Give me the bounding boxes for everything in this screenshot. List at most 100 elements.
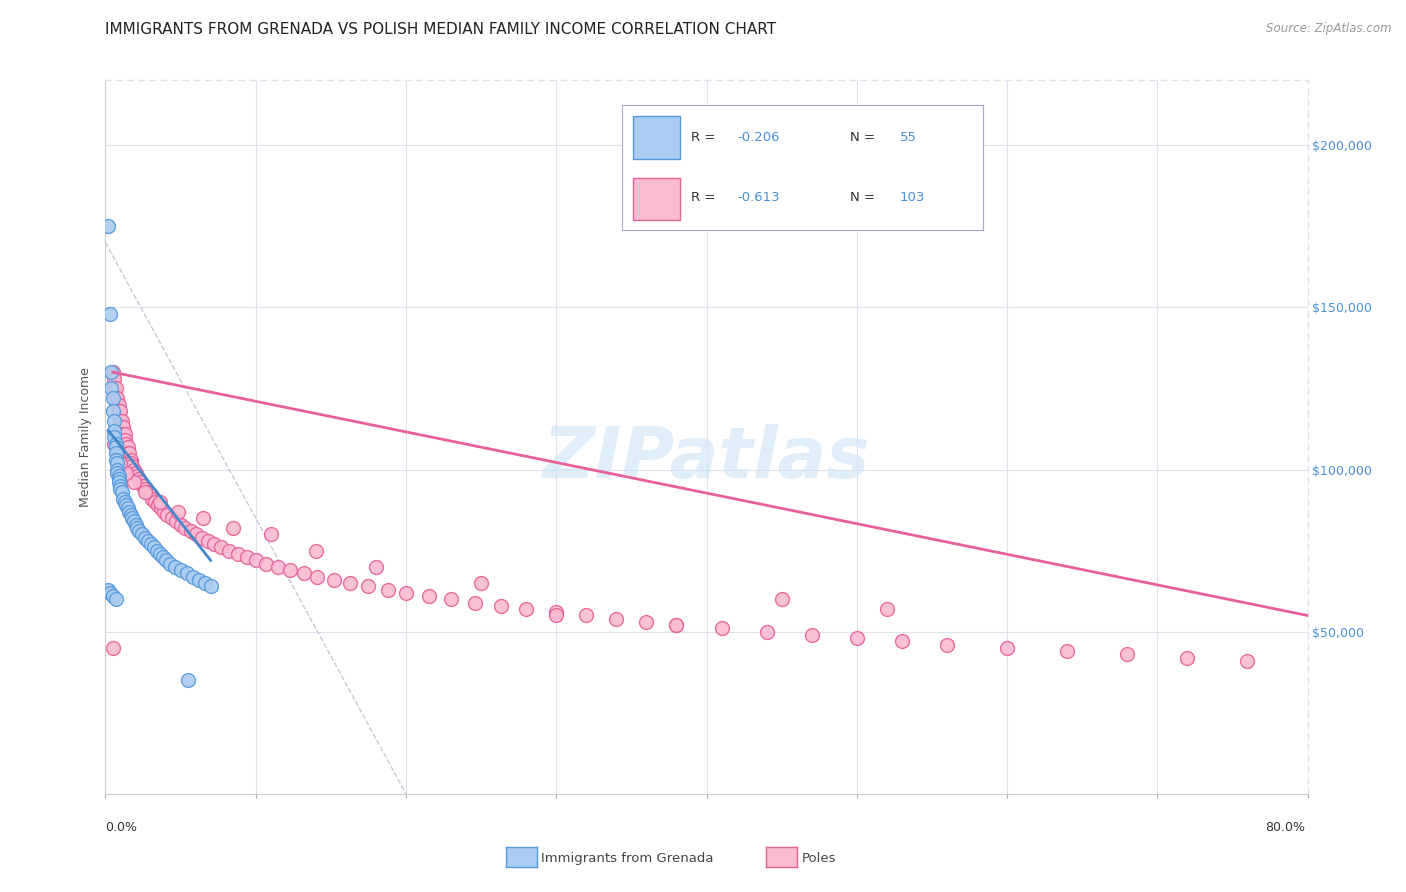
Point — [156, 508, 179, 522]
Point — [111, 485, 134, 500]
Point — [139, 537, 162, 551]
Point — [114, 434, 136, 448]
Point — [165, 515, 187, 529]
Point — [103, 436, 125, 450]
Point — [876, 602, 898, 616]
Point — [107, 462, 129, 476]
Point — [169, 563, 191, 577]
Point — [101, 589, 124, 603]
Point — [132, 479, 155, 493]
Point — [97, 582, 120, 597]
Point — [395, 586, 418, 600]
Point — [377, 582, 399, 597]
Point — [103, 372, 125, 386]
Point — [104, 446, 127, 460]
Point — [665, 618, 688, 632]
Point — [107, 456, 129, 470]
Point — [108, 469, 131, 483]
Point — [107, 466, 129, 480]
Point — [128, 472, 150, 486]
Point — [191, 511, 214, 525]
Point — [112, 426, 135, 441]
Point — [190, 531, 212, 545]
Point — [142, 541, 165, 555]
Point — [159, 557, 181, 571]
Point — [364, 559, 387, 574]
Point — [218, 543, 240, 558]
Point — [357, 579, 380, 593]
Point — [111, 420, 134, 434]
Point — [120, 508, 142, 522]
Point — [143, 495, 166, 509]
Point — [100, 381, 122, 395]
Point — [115, 436, 138, 450]
Point — [118, 505, 141, 519]
Point — [166, 505, 188, 519]
Point — [124, 517, 146, 532]
Point — [118, 446, 141, 460]
Point — [339, 576, 361, 591]
Point — [125, 469, 148, 483]
Point — [209, 541, 232, 555]
Point — [129, 475, 152, 490]
Point — [108, 475, 131, 490]
Point — [108, 398, 131, 412]
Point — [122, 462, 145, 476]
Point — [546, 605, 568, 619]
Point — [260, 527, 283, 541]
Point — [202, 537, 225, 551]
Point — [120, 452, 142, 467]
Point — [254, 557, 277, 571]
Point — [110, 404, 132, 418]
Point — [115, 466, 138, 480]
Text: ZIPatlas: ZIPatlas — [543, 424, 870, 493]
Point — [226, 547, 249, 561]
Point — [845, 631, 868, 645]
Point — [136, 485, 159, 500]
Point — [800, 628, 823, 642]
Point — [181, 569, 204, 583]
Point — [117, 440, 139, 454]
Point — [155, 553, 177, 567]
Point — [121, 511, 143, 525]
Point — [153, 505, 176, 519]
Text: Source: ZipAtlas.com: Source: ZipAtlas.com — [1267, 22, 1392, 36]
Point — [104, 436, 127, 450]
Point — [197, 533, 219, 548]
Point — [148, 495, 170, 509]
Point — [112, 491, 135, 506]
Y-axis label: Median Family Income: Median Family Income — [79, 368, 93, 507]
Point — [107, 446, 129, 460]
Point — [97, 219, 120, 234]
Point — [104, 381, 127, 395]
Point — [112, 420, 135, 434]
Point — [464, 595, 486, 609]
Point — [108, 404, 131, 418]
Point — [755, 624, 778, 639]
Point — [235, 550, 257, 565]
Point — [292, 566, 315, 581]
Point — [104, 391, 127, 405]
Point — [110, 414, 132, 428]
Point — [278, 563, 301, 577]
Point — [114, 495, 136, 509]
Point — [107, 391, 129, 405]
Point — [103, 424, 125, 438]
Point — [194, 576, 217, 591]
Point — [136, 533, 159, 548]
Point — [103, 414, 125, 428]
Point — [267, 559, 290, 574]
Text: Immigrants from Grenada: Immigrants from Grenada — [541, 852, 714, 864]
Point — [636, 615, 658, 629]
Point — [1116, 648, 1139, 662]
Point — [605, 612, 627, 626]
Point — [1056, 644, 1078, 658]
Point — [148, 547, 170, 561]
Point — [114, 426, 136, 441]
Point — [111, 414, 134, 428]
Point — [245, 553, 267, 567]
Text: Poles: Poles — [801, 852, 837, 864]
Point — [101, 365, 124, 379]
Point — [122, 475, 145, 490]
Point — [104, 452, 127, 467]
